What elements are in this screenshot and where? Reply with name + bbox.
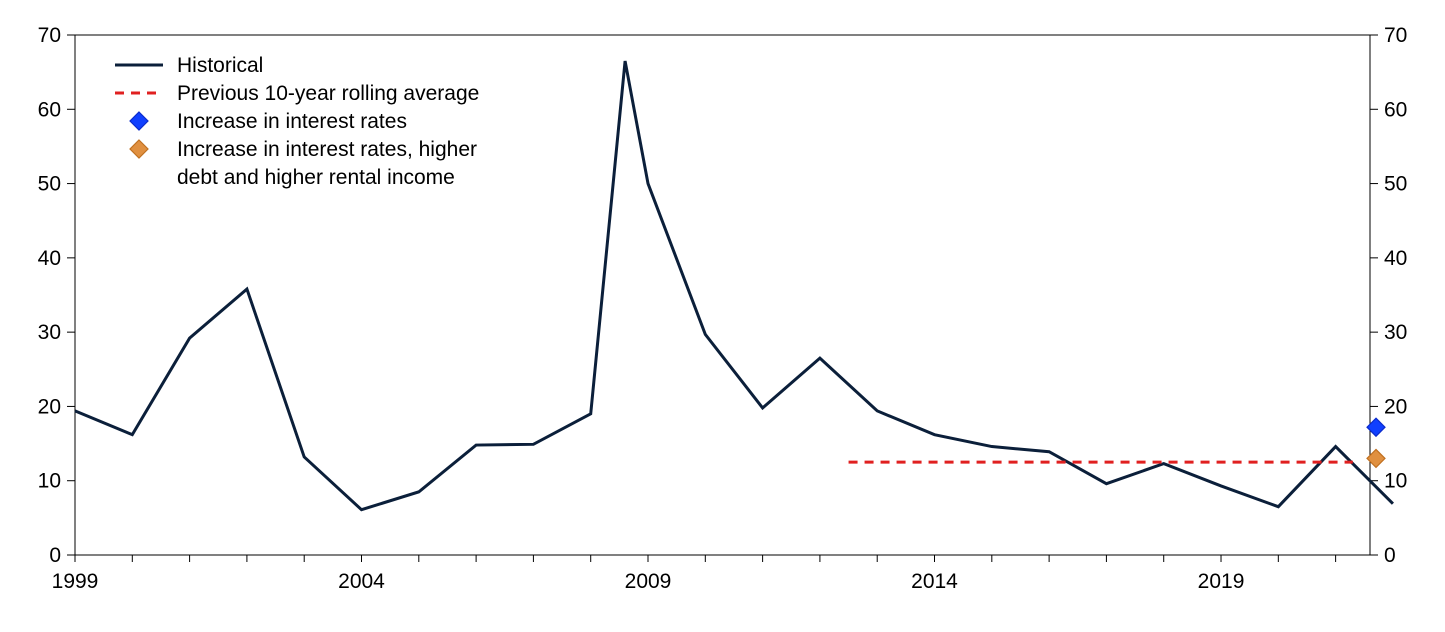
y-label-right: 0 [1384, 544, 1396, 567]
y-label-right: 60 [1384, 98, 1407, 121]
legend-orange-label: Increase in interest rates, higher [177, 138, 477, 161]
legend-rolling-label: Previous 10-year rolling average [177, 82, 479, 105]
x-label: 2019 [1198, 570, 1245, 593]
y-label-left: 40 [38, 247, 61, 270]
y-label-left: 30 [38, 321, 61, 344]
chart-svg: 0 0 10 10 20 20 30 30 40 40 50 50 60 60 70 70 1999 2004 20… [0, 0, 1445, 632]
x-label: 1999 [52, 570, 99, 593]
y-label-right: 50 [1384, 173, 1407, 196]
y-label-right: 40 [1384, 247, 1407, 270]
y-label-left: 10 [38, 470, 61, 493]
legend-historical-label: Historical [177, 54, 263, 77]
legend-orange-label: debt and higher rental income [177, 166, 455, 189]
y-label-left: 60 [38, 98, 61, 121]
y-label-right: 10 [1384, 470, 1407, 493]
y-label-left: 0 [49, 544, 61, 567]
x-label: 2009 [625, 570, 672, 593]
y-label-left: 20 [38, 395, 61, 418]
x-label: 2004 [338, 570, 385, 593]
y-label-right: 70 [1384, 24, 1407, 47]
y-label-right: 30 [1384, 321, 1407, 344]
legend-blue-label: Increase in interest rates [177, 110, 407, 133]
y-label-left: 70 [38, 24, 61, 47]
line-chart: 0 0 10 10 20 20 30 30 40 40 50 50 60 60 70 70 1999 2004 20… [0, 0, 1445, 632]
y-label-right: 20 [1384, 395, 1407, 418]
x-label: 2014 [911, 570, 958, 593]
y-label-left: 50 [38, 173, 61, 196]
